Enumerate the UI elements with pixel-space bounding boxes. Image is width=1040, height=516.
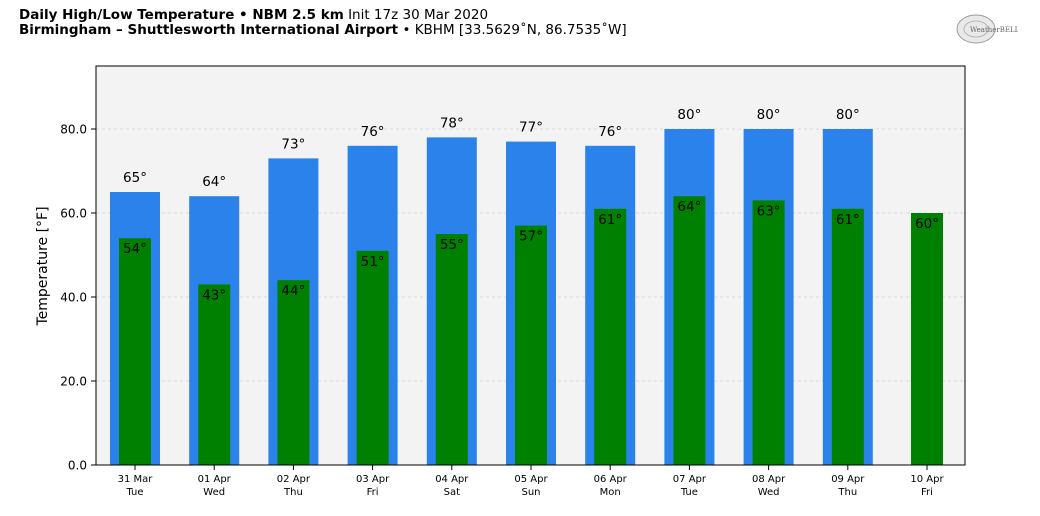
low-temp-label: 44°	[281, 283, 305, 299]
low-temp-bar	[752, 200, 785, 465]
x-tick-date: 08 Apr	[752, 474, 786, 485]
high-temp-label: 80°	[836, 107, 860, 123]
chart-subtitle: Birmingham – Shuttlesworth International…	[19, 23, 627, 38]
low-temp-bar	[911, 213, 943, 465]
low-temp-label: 55°	[440, 237, 464, 253]
low-temp-label: 54°	[123, 241, 147, 257]
y-tick-label: 20.0	[60, 375, 87, 389]
x-tick-day: Fri	[921, 487, 933, 498]
low-temp-bar	[831, 208, 864, 466]
logo-text: WeatherBELL	[970, 26, 1018, 34]
high-temp-label: 76°	[598, 124, 622, 140]
low-temp-bar	[435, 234, 468, 465]
high-temp-label: 65°	[123, 170, 147, 186]
high-temp-label: 78°	[440, 115, 464, 131]
low-temp-bar	[356, 250, 389, 465]
high-temp-label: 73°	[281, 136, 305, 152]
x-tick-day: Thu	[837, 487, 857, 498]
x-tick-date: 06 Apr	[594, 474, 628, 485]
high-temp-label: 80°	[757, 107, 781, 123]
high-temp-label: 64°	[202, 174, 226, 190]
y-tick-label: 40.0	[60, 291, 87, 305]
high-temp-label: 77°	[519, 120, 543, 136]
low-temp-label: 43°	[202, 287, 226, 303]
x-tick-day: Sat	[444, 487, 460, 498]
chart-header: Daily High/Low Temperature • NBM 2.5 km …	[19, 8, 627, 38]
x-tick-day: Fri	[367, 487, 379, 498]
x-tick-date: 09 Apr	[831, 474, 865, 485]
y-tick-label: 80.0	[60, 123, 87, 137]
x-tick-date: 04 Apr	[435, 474, 469, 485]
high-temp-label: 80°	[677, 107, 701, 123]
low-temp-bar	[673, 196, 706, 465]
y-axis-label: Temperature [°F]	[35, 206, 51, 326]
low-temp-bar	[119, 238, 151, 465]
y-tick-label: 0.0	[68, 459, 87, 473]
plot-frame	[95, 65, 966, 466]
low-temp-label: 60°	[915, 216, 939, 232]
y-tick-label: 60.0	[60, 207, 87, 221]
plot-area: 0.0 20.0 40.0 60.0 80.0 65° 54° 31 Mar Tue 64° 43°…	[60, 65, 966, 498]
x-tick-date: 03 Apr	[356, 474, 390, 485]
low-temp-bar	[198, 284, 231, 465]
weatherbell-logo-icon: WeatherBELL	[956, 14, 1018, 44]
x-tick-date: 05 Apr	[514, 474, 548, 485]
station-name: Birmingham – Shuttlesworth International…	[19, 22, 399, 38]
x-tick-day: Tue	[680, 487, 698, 498]
x-tick-day: Mon	[600, 487, 621, 498]
low-temp-bar	[277, 280, 310, 465]
x-tick-date: 07 Apr	[673, 474, 707, 485]
low-temp-label: 61°	[598, 212, 622, 228]
station-coordinates: • KBHM [33.5629˚N, 86.7535˚W]	[402, 22, 627, 38]
x-tick-date: 31 Mar	[118, 474, 154, 485]
x-tick-day: Tue	[125, 487, 143, 498]
x-tick-date: 02 Apr	[277, 474, 311, 485]
x-tick-day: Sun	[521, 487, 540, 498]
low-temp-label: 51°	[361, 254, 385, 270]
low-temp-label: 57°	[519, 229, 543, 245]
chart-title-main: Daily High/Low Temperature • NBM 2.5 km	[19, 7, 344, 23]
low-temp-bar	[515, 225, 547, 465]
low-temp-label: 63°	[757, 203, 781, 219]
x-tick-day: Wed	[758, 487, 780, 498]
x-tick-day: Wed	[203, 487, 225, 498]
high-temp-label: 76°	[361, 124, 385, 140]
x-tick-date: 01 Apr	[198, 474, 232, 485]
chart-title: Daily High/Low Temperature • NBM 2.5 km …	[19, 8, 627, 23]
chart-init-time: Init 17z 30 Mar 2020	[348, 7, 489, 23]
x-tick-date: 10 Apr	[910, 474, 944, 485]
x-tick-day: Thu	[283, 487, 303, 498]
low-temp-bar	[594, 208, 627, 466]
low-temp-label: 64°	[677, 199, 701, 215]
low-temp-label: 61°	[836, 212, 860, 228]
